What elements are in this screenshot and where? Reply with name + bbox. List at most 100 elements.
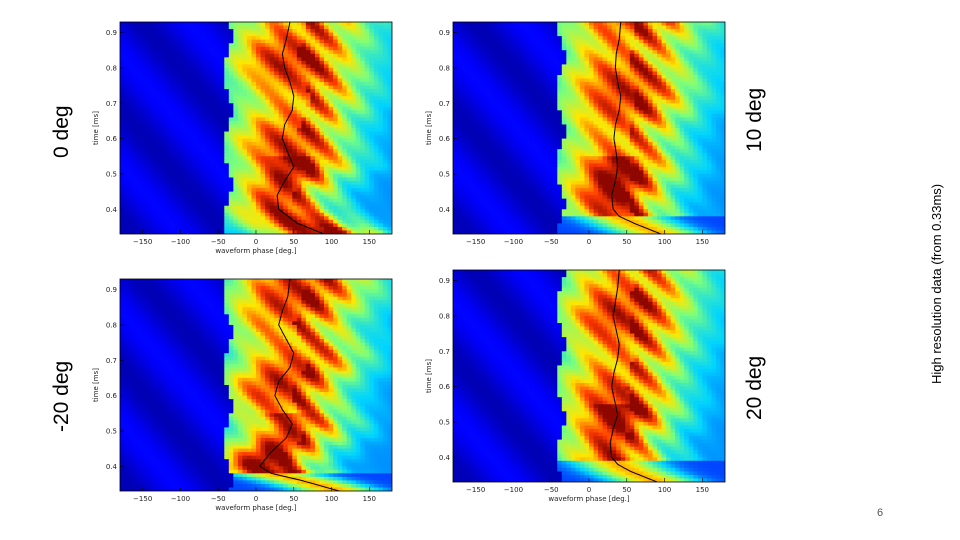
heatmap-cell: [305, 53, 311, 58]
heatmap-cell: [242, 39, 248, 44]
heatmap-cell: [364, 138, 370, 143]
heatmap-cell: [607, 67, 613, 73]
heatmap-cell: [530, 43, 536, 48]
heatmap-cell: [706, 75, 712, 80]
heatmap-cell: [337, 25, 343, 30]
heatmap-cell: [201, 120, 207, 126]
heatmap-cell: [160, 46, 166, 51]
heatmap-cell: [369, 212, 375, 217]
heatmap-cell: [287, 166, 293, 171]
heatmap-cell: [296, 195, 302, 200]
heatmap-cell: [242, 57, 248, 62]
heatmap-cell: [233, 50, 239, 55]
heatmap-cell: [183, 75, 189, 80]
heatmap-cell: [525, 25, 531, 30]
heatmap-cell: [301, 67, 307, 73]
heatmap-cell: [319, 50, 325, 55]
heatmap-cell: [373, 131, 379, 136]
heatmap-cell: [351, 89, 357, 94]
heatmap-cell: [151, 138, 157, 143]
heatmap-cell: [237, 29, 243, 34]
heatmap-cell: [584, 99, 590, 104]
heatmap-cell: [666, 78, 672, 83]
heatmap-cell: [378, 195, 384, 200]
heatmap-cell: [215, 53, 221, 58]
heatmap-cell: [160, 170, 166, 175]
heatmap-cell: [120, 166, 126, 171]
heatmap-cell: [675, 29, 681, 34]
heatmap-cell: [688, 29, 694, 34]
heatmap-cell: [697, 78, 703, 83]
heatmap-cell: [475, 92, 481, 97]
heatmap-cell: [337, 128, 343, 133]
heatmap-cell: [215, 159, 221, 164]
heatmap-cell: [511, 75, 518, 80]
heatmap-cell: [133, 85, 139, 90]
heatmap-cell: [561, 39, 567, 44]
heatmap-cell: [387, 173, 392, 179]
x-tick-label: 150: [363, 238, 376, 246]
heatmap-cell: [310, 36, 316, 41]
heatmap-cell: [462, 78, 468, 83]
heatmap-cell: [201, 131, 207, 136]
heatmap-cell: [147, 71, 153, 76]
heatmap-cell: [174, 60, 180, 65]
heatmap-cell: [120, 39, 126, 44]
heatmap-cell: [369, 138, 375, 143]
heatmap-cell: [215, 36, 221, 41]
heatmap-cell: [151, 64, 157, 69]
heatmap-cell: [629, 82, 635, 87]
heatmap-cell: [138, 195, 144, 200]
heatmap-cell: [120, 25, 126, 30]
heatmap-cell: [147, 124, 153, 129]
heatmap-cell: [602, 67, 608, 73]
heatmap-cell: [552, 29, 558, 34]
heatmap-cell: [493, 64, 499, 69]
heatmap-cell: [516, 57, 522, 62]
heatmap-cell: [647, 82, 654, 87]
heatmap-cell: [210, 230, 216, 234]
heatmap-cell: [342, 64, 348, 69]
heatmap-cell: [310, 226, 316, 232]
heatmap-cell: [124, 216, 130, 221]
heatmap-cell: [142, 57, 148, 62]
heatmap-cell: [228, 89, 234, 94]
heatmap-cell: [575, 46, 581, 51]
heatmap-cell: [679, 85, 685, 90]
heatmap-cell: [215, 226, 221, 232]
heatmap-cell: [151, 110, 157, 115]
heatmap-cell: [702, 96, 708, 101]
heatmap-cell: [233, 230, 239, 234]
heatmap-cell: [507, 25, 513, 30]
heatmap-cell: [283, 53, 289, 58]
heatmap-cell: [720, 75, 725, 80]
heatmap-cell: [210, 128, 216, 133]
heatmap-cell: [360, 22, 366, 27]
heatmap-cell: [120, 103, 126, 108]
heatmap-cell: [333, 89, 339, 94]
heatmap-cell: [183, 226, 189, 232]
heatmap-cell: [197, 113, 203, 118]
heatmap-cell: [120, 22, 126, 27]
heatmap-cell: [287, 96, 293, 101]
heatmap-cell: [151, 152, 157, 157]
heatmap-cell: [369, 96, 375, 101]
heatmap-cell: [466, 78, 472, 83]
heatmap-cell: [305, 67, 311, 73]
heatmap-cell: [124, 212, 130, 217]
heatmap-cell: [124, 53, 130, 58]
heatmap-cell: [471, 43, 477, 48]
heatmap-cell: [274, 149, 280, 154]
heatmap-cell: [706, 78, 712, 83]
heatmap-cell: [228, 209, 234, 214]
heatmap-cell: [142, 138, 148, 143]
heatmap-cell: [278, 166, 284, 171]
heatmap-cell: [566, 64, 572, 69]
heatmap-cell: [292, 128, 298, 133]
heatmap-cell: [156, 89, 162, 94]
heatmap-cell: [548, 85, 554, 90]
heatmap-cell: [310, 103, 316, 108]
heatmap-cell: [657, 78, 663, 83]
heatmap-cell: [534, 57, 540, 62]
heatmap-cell: [625, 50, 631, 55]
